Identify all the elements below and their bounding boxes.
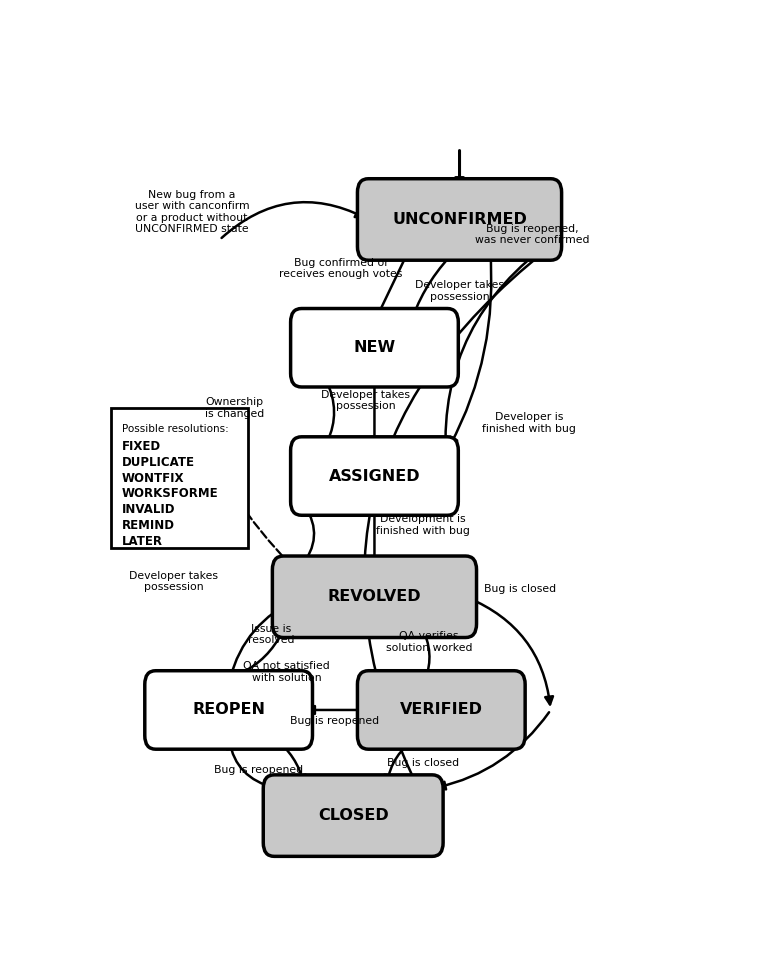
Text: Developer takes
possession: Developer takes possession [321, 390, 410, 412]
Text: UNCONFIRMED: UNCONFIRMED [392, 212, 527, 227]
FancyBboxPatch shape [358, 178, 561, 261]
Text: Bug is closed: Bug is closed [387, 758, 459, 767]
Text: WORKSFORME: WORKSFORME [122, 487, 218, 501]
Text: VERIFIED: VERIFIED [400, 703, 483, 717]
Text: Possible resolutions:: Possible resolutions: [122, 424, 228, 434]
Text: Bug is reopened: Bug is reopened [290, 716, 379, 726]
Text: Issue is
resolved: Issue is resolved [248, 623, 295, 645]
Text: Developer is
finished with bug: Developer is finished with bug [482, 413, 576, 434]
FancyBboxPatch shape [263, 775, 443, 857]
Text: QA verifies
solution worked: QA verifies solution worked [386, 631, 473, 653]
Text: Developer takes
possession: Developer takes possession [415, 280, 504, 302]
FancyBboxPatch shape [291, 309, 459, 387]
Text: REVOLVED: REVOLVED [328, 589, 421, 605]
FancyBboxPatch shape [145, 670, 313, 749]
Text: QA not satisfied
with solution: QA not satisfied with solution [243, 662, 330, 683]
FancyBboxPatch shape [272, 556, 477, 638]
Text: Bug confirmed or
receives enough votes: Bug confirmed or receives enough votes [279, 258, 403, 279]
FancyBboxPatch shape [111, 408, 248, 548]
Text: ASSIGNED: ASSIGNED [328, 468, 420, 483]
Text: Development is
finished with bug: Development is finished with bug [376, 514, 470, 536]
Text: New bug from a
user with canconfirm
or a product without
UNCONFIRMED state: New bug from a user with canconfirm or a… [135, 189, 249, 234]
Text: DUPLICATE: DUPLICATE [122, 456, 194, 468]
Text: NEW: NEW [354, 340, 395, 356]
Text: Bug is reopened: Bug is reopened [215, 765, 303, 775]
Text: Bug is reopened,
was never confirmed: Bug is reopened, was never confirmed [475, 223, 590, 245]
Text: WONTFIX: WONTFIX [122, 471, 184, 484]
Text: INVALID: INVALID [122, 503, 175, 516]
Text: REOPEN: REOPEN [192, 703, 265, 717]
FancyBboxPatch shape [358, 670, 525, 749]
Text: REMIND: REMIND [122, 519, 175, 532]
Text: Ownership
is changed: Ownership is changed [205, 397, 264, 418]
Text: LATER: LATER [122, 535, 163, 548]
Text: Bug is closed: Bug is closed [485, 584, 557, 594]
FancyBboxPatch shape [291, 437, 459, 515]
Text: Developer takes
possession: Developer takes possession [129, 571, 219, 593]
Text: CLOSED: CLOSED [318, 808, 389, 823]
Text: FIXED: FIXED [122, 440, 161, 453]
